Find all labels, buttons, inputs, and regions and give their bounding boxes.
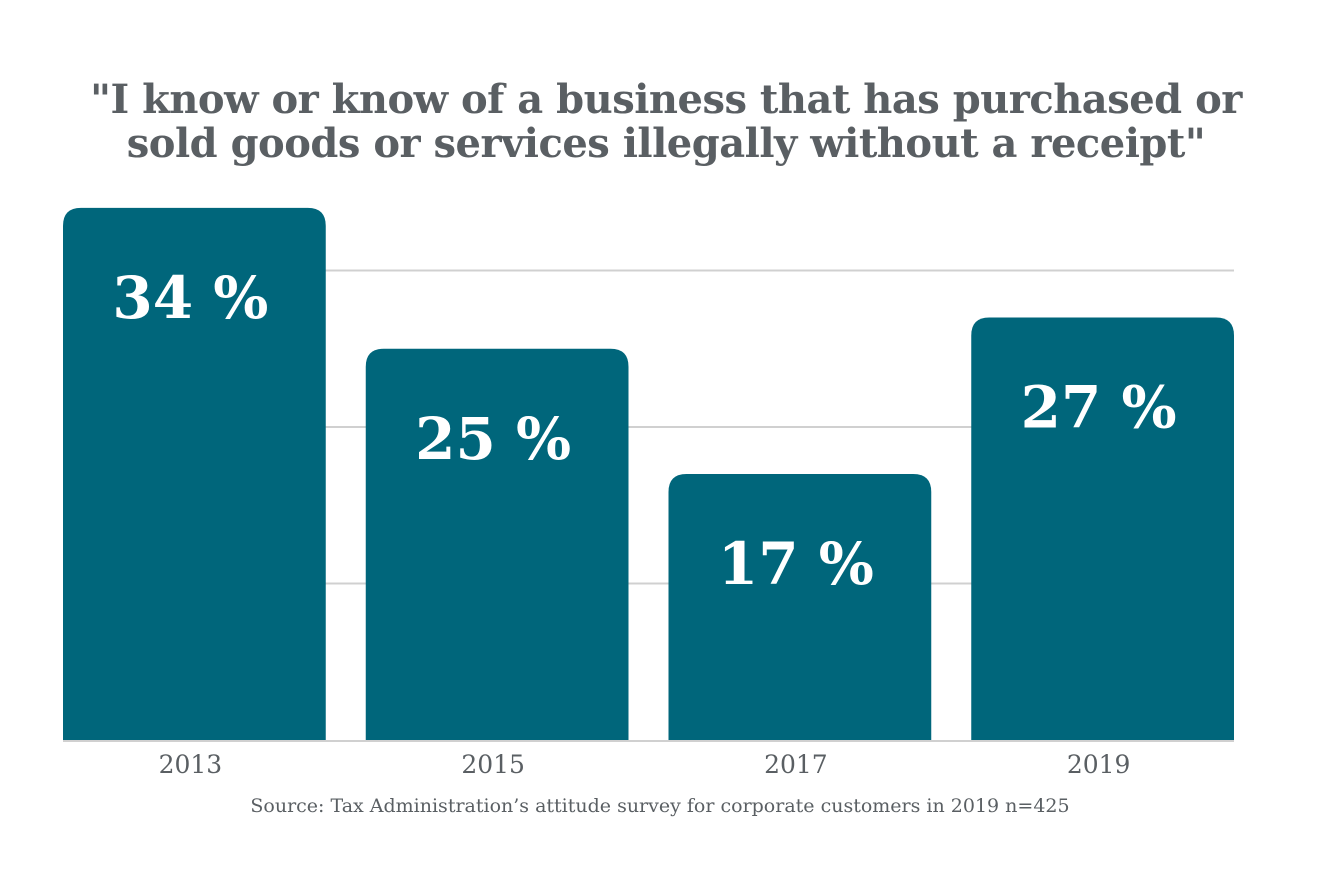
x-tick-label-2017: 2017 xyxy=(764,750,828,779)
x-tick-label-2019: 2019 xyxy=(1067,750,1131,779)
value-labels: 34 % 25 % 17 % 27 % xyxy=(112,264,1176,598)
bars xyxy=(63,207,1234,740)
value-label-2013: 34 % xyxy=(112,264,268,332)
bar-2017 xyxy=(668,473,932,740)
x-axis-ticks: 2013 2015 2017 2019 xyxy=(159,750,1131,779)
source-note: Source: Tax Administration’s attitude su… xyxy=(250,795,1070,817)
bar-2019 xyxy=(971,317,1234,740)
bar-2013 xyxy=(63,207,326,740)
chart-title: "I know or know of a business that has p… xyxy=(0,78,1332,166)
value-label-2019: 27 % xyxy=(1021,373,1177,441)
value-label-2017: 17 % xyxy=(718,530,874,598)
chart-title-line-2: sold goods or services illegally without… xyxy=(126,120,1206,167)
bar-2015 xyxy=(365,348,629,740)
value-label-2015: 25 % xyxy=(415,405,571,473)
chart-title-line-1: "I know or know of a business that has p… xyxy=(90,76,1242,123)
x-tick-label-2013: 2013 xyxy=(159,750,223,779)
x-tick-label-2015: 2015 xyxy=(461,750,525,779)
